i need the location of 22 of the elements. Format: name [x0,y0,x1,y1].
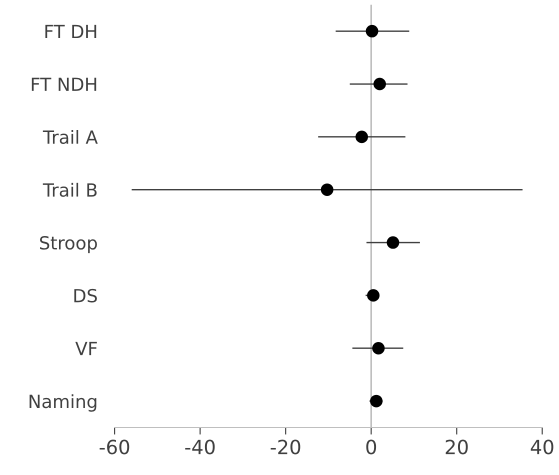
point [367,289,380,302]
point [320,183,334,196]
y-tick-label: FT NDH [32,78,96,91]
point [366,24,378,38]
point [356,130,368,144]
x-tick-label: -40 [185,440,215,454]
y-tick-label: Trail A [42,130,98,144]
point [386,236,400,249]
x-tick-label: 40 [530,440,554,454]
point [370,394,383,408]
y-tick-label: Naming [30,394,96,412]
y-tick-label: FT DH [45,24,96,38]
point [372,342,385,354]
x-tick-label: 0 [366,440,376,454]
x-tick-label: -60 [100,440,130,454]
y-tick-label: DS [74,288,97,303]
y-tick-label: Trail B [42,182,97,197]
x-tick-label: -20 [270,440,300,454]
y-tick-label: VF [75,342,97,356]
point [373,78,386,90]
x-tick-label: 20 [446,440,468,454]
y-tick-label: Stroop [40,236,97,254]
